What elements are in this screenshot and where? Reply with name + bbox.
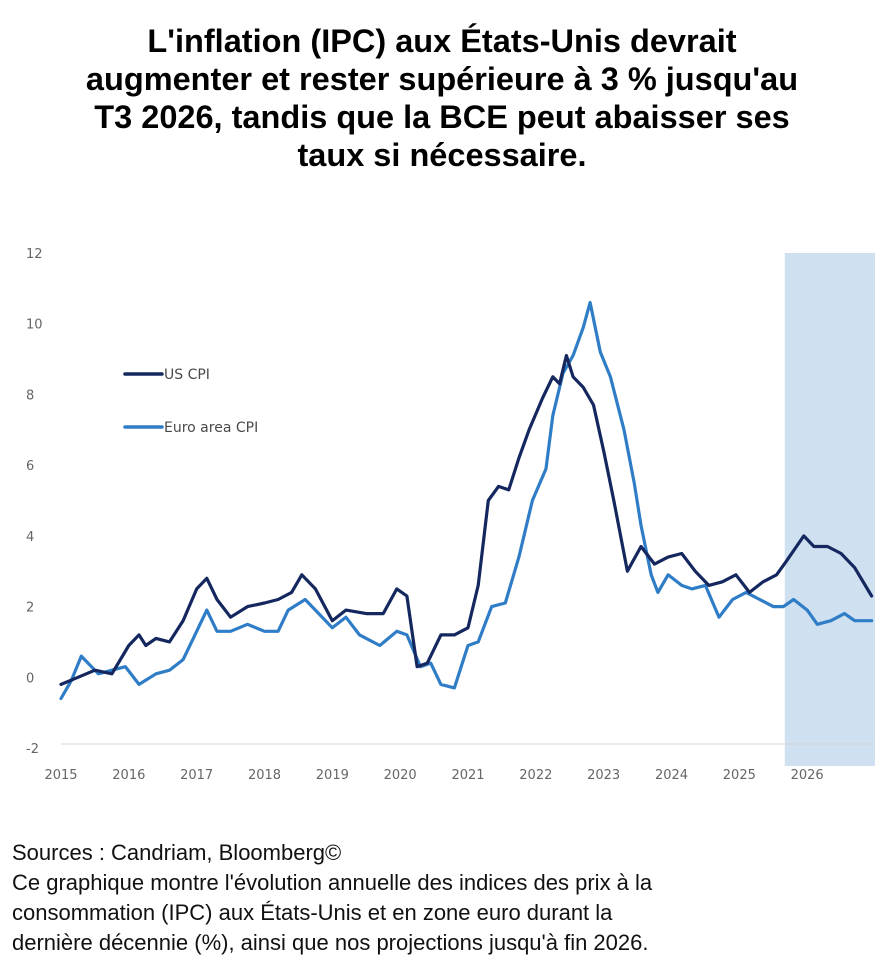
x-tick-label: 2023 bbox=[587, 768, 620, 783]
x-tick-label: 2017 bbox=[180, 768, 213, 783]
x-tick-label: 2026 bbox=[791, 768, 824, 783]
y-tick-label: 0 bbox=[26, 671, 34, 686]
footer-line: Ce graphique montre l'évolution annuelle… bbox=[12, 870, 653, 895]
footer-line: consommation (IPC) aux États-Unis et en … bbox=[12, 900, 613, 925]
x-tick-label: 2020 bbox=[384, 768, 417, 783]
title-line: L'inflation (IPC) aux États-Unis devrait bbox=[147, 23, 737, 59]
chart-title: L'inflation (IPC) aux États-Unis devrait… bbox=[10, 22, 874, 174]
x-tick-label: 2019 bbox=[316, 768, 349, 783]
y-tick-label: 2 bbox=[26, 601, 34, 616]
x-tick-label: 2015 bbox=[44, 768, 77, 783]
footer-line: dernière décennie (%), ainsi que nos pro… bbox=[12, 930, 649, 955]
y-tick-label: 8 bbox=[26, 388, 34, 403]
euro-area-cpi-line bbox=[59, 300, 874, 701]
x-tick-label: 2021 bbox=[451, 768, 484, 783]
legend-label: Euro area CPI bbox=[164, 420, 258, 436]
inflation-line-chart: 12 10 8 6 4 2 0 -2 2015 2016 2017 2018 2019 2020 2021 2… bbox=[26, 247, 875, 783]
projection-area bbox=[784, 253, 875, 766]
title-line: T3 2026, tandis que la BCE peut abaisser… bbox=[94, 99, 790, 135]
y-tick-label: 12 bbox=[26, 247, 43, 262]
sources-text: Sources : Candriam, Bloomberg© bbox=[12, 840, 342, 865]
x-tick-label: 2016 bbox=[112, 768, 145, 783]
title-line: augmenter et rester supérieure à 3 % jus… bbox=[85, 61, 799, 97]
title-line: taux si nécessaire. bbox=[297, 137, 587, 173]
chart-footer: Sources : Candriam, Bloomberg© Ce graphi… bbox=[12, 838, 872, 958]
y-tick-label: 4 bbox=[26, 530, 34, 545]
y-tick-label: 10 bbox=[26, 318, 43, 333]
x-tick-label: 2022 bbox=[519, 768, 552, 783]
y-tick-label: 6 bbox=[26, 459, 34, 474]
x-tick-label: 2018 bbox=[248, 768, 281, 783]
legend-label: US CPI bbox=[164, 367, 210, 383]
x-tick-label: 2025 bbox=[723, 768, 756, 783]
y-tick-label: -2 bbox=[26, 742, 39, 757]
x-tick-label: 2024 bbox=[655, 768, 688, 783]
us-cpi-line bbox=[59, 353, 874, 686]
